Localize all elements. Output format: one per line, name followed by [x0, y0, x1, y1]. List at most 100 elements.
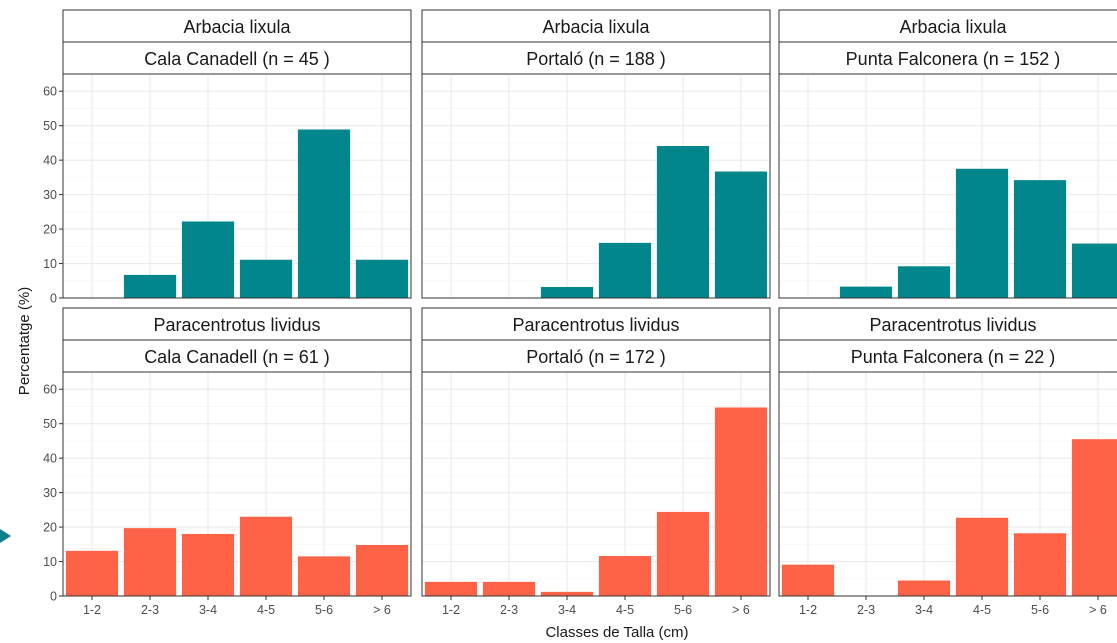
bar: [897, 580, 951, 596]
x-tick-label: 1-2: [83, 603, 101, 617]
y-tick-label: 40: [43, 452, 57, 466]
species-strip: [421, 9, 771, 43]
bar: [1071, 243, 1117, 298]
plot-background: [63, 372, 411, 596]
x-tick-label: 5-6: [1031, 603, 1049, 617]
bar: [424, 581, 478, 596]
x-tick-label: 4-5: [973, 603, 991, 617]
y-tick-label: 20: [43, 521, 57, 535]
facet-panel: Paracentrotus lividus Portaló (n = 172 ) 1…: [421, 307, 771, 617]
plot-background: [779, 74, 1117, 298]
panel-border: [62, 73, 412, 299]
facet-panel: Arbacia lixula Portaló (n = 188 ): [421, 9, 771, 299]
bar: [123, 274, 177, 298]
facet-panel: Arbacia lixula Cala Canadell (n = 45 ) 0 10…: [43, 9, 412, 306]
bar: [239, 516, 293, 596]
site-strip-label: Punta Falconera (n = 22 ): [851, 347, 1056, 367]
bar: [598, 556, 652, 596]
bar: [482, 581, 536, 596]
y-tick-label: 30: [43, 486, 57, 500]
x-tick-label: 5-6: [315, 603, 333, 617]
bar: [897, 266, 951, 298]
panel-border: [778, 73, 1117, 299]
site-strip: [421, 41, 771, 75]
x-tick-label: 3-4: [558, 603, 576, 617]
site-strip-label: Portaló (n = 172 ): [526, 347, 666, 367]
bar: [123, 528, 177, 596]
x-tick-label: 1-2: [799, 603, 817, 617]
x-tick-label: 4-5: [257, 603, 275, 617]
bar: [540, 591, 594, 596]
bar: [540, 286, 594, 298]
plot-background: [779, 372, 1117, 596]
x-tick-label: 2-3: [857, 603, 875, 617]
x-tick-label: > 6: [732, 603, 750, 617]
pointer-arrow-icon: [0, 529, 11, 543]
species-strip-label: Paracentrotus lividus: [153, 315, 320, 335]
bar: [839, 286, 893, 298]
site-strip: [778, 339, 1117, 373]
y-tick-label: 50: [43, 119, 57, 133]
bar: [1071, 439, 1117, 596]
plot-background: [422, 372, 770, 596]
x-tick-label: 4-5: [616, 603, 634, 617]
bar: [239, 259, 293, 298]
bar: [355, 544, 409, 596]
species-strip-label: Paracentrotus lividus: [869, 315, 1036, 335]
bar: [955, 517, 1009, 596]
x-tick-label: 2-3: [500, 603, 518, 617]
x-tick-label: 1-2: [442, 603, 460, 617]
facet-panel: Paracentrotus lividus Cala Canadell (n = …: [43, 307, 412, 617]
bar: [297, 129, 351, 298]
site-strip: [62, 41, 412, 75]
y-tick-label: 0: [50, 292, 57, 306]
site-strip: [778, 41, 1117, 75]
bar: [1013, 533, 1067, 596]
y-axis-title: Percentatge (%): [16, 287, 33, 395]
x-tick-label: 2-3: [141, 603, 159, 617]
y-tick-label: 40: [43, 154, 57, 168]
site-strip-label: Cala Canadell (n = 45 ): [144, 49, 330, 69]
y-tick-label: 30: [43, 188, 57, 202]
bar: [598, 242, 652, 298]
y-tick-label: 60: [43, 85, 57, 99]
y-tick-label: 0: [50, 590, 57, 604]
panel-border: [62, 371, 412, 597]
y-tick-label: 10: [43, 257, 57, 271]
x-tick-label: 3-4: [199, 603, 217, 617]
species-strip: [62, 9, 412, 43]
site-strip-label: Punta Falconera (n = 152 ): [846, 49, 1061, 69]
bar: [297, 556, 351, 596]
species-strip-label: Arbacia lixula: [183, 17, 291, 37]
bar: [65, 550, 119, 596]
x-tick-label: > 6: [373, 603, 391, 617]
x-tick-label: 5-6: [674, 603, 692, 617]
y-tick-label: 10: [43, 555, 57, 569]
species-strip-label: Arbacia lixula: [542, 17, 650, 37]
site-strip-label: Portaló (n = 188 ): [526, 49, 666, 69]
species-strip: [62, 307, 412, 341]
site-strip: [62, 339, 412, 373]
panel-border: [421, 73, 771, 299]
bar: [656, 146, 710, 298]
panel-border: [778, 371, 1117, 597]
bar: [714, 407, 768, 596]
bar: [1013, 180, 1067, 298]
plot-background: [63, 74, 411, 298]
species-strip: [421, 307, 771, 341]
bar: [781, 564, 835, 596]
plot-background: [422, 74, 770, 298]
bar: [355, 259, 409, 298]
bar: [955, 168, 1009, 298]
site-strip-label: Cala Canadell (n = 61 ): [144, 347, 330, 367]
facet-panel: Paracentrotus lividus Punta Falconera (n …: [778, 307, 1117, 617]
bar: [181, 221, 235, 298]
species-strip-label: Arbacia lixula: [899, 17, 1007, 37]
x-tick-label: 3-4: [915, 603, 933, 617]
bar: [714, 171, 768, 298]
facet-panel: Arbacia lixula Punta Falconera (n = 152 ): [778, 9, 1117, 299]
y-tick-label: 20: [43, 223, 57, 237]
bar: [181, 533, 235, 596]
x-axis-title: Classes de Talla (cm): [545, 624, 688, 641]
